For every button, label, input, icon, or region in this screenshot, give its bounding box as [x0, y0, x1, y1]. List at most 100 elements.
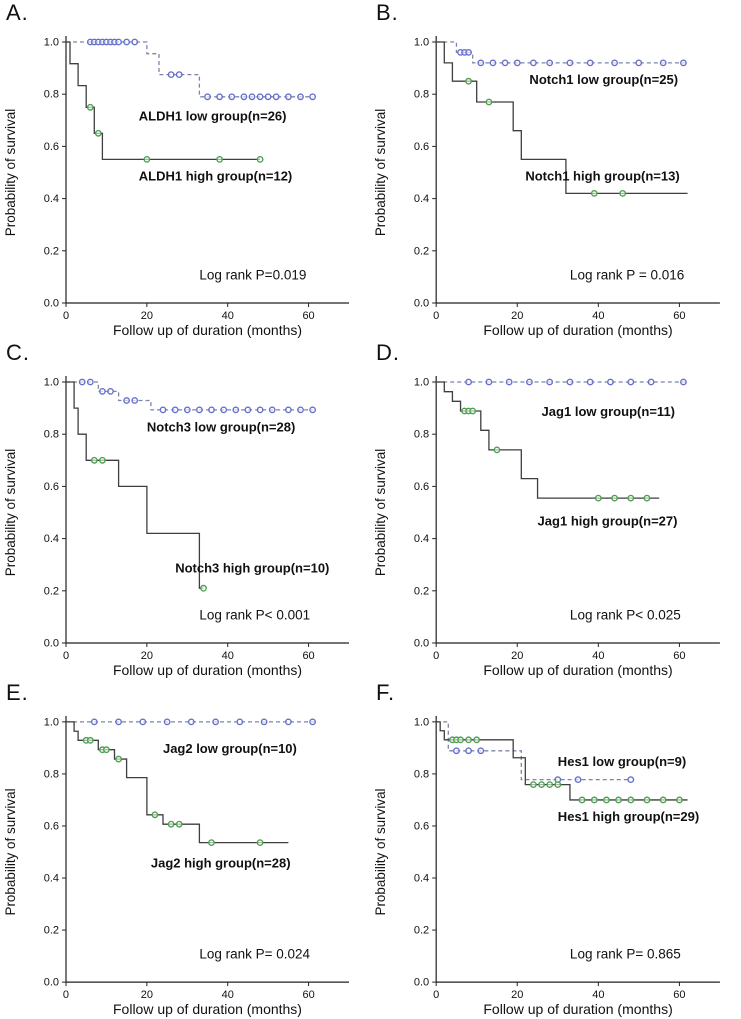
- censor-mark: [139, 718, 147, 726]
- survival-curve: [66, 41, 313, 98]
- x-tick-label: 60: [302, 989, 314, 1001]
- y-tick-label: 0.8: [44, 89, 59, 101]
- km-plot-jag1: 0.0 0.2 0.4 0.6 0.8 1.0 0 20 40 60 Probability of …: [373, 376, 720, 678]
- censor-mark: [232, 406, 240, 414]
- censor-mark: [208, 406, 215, 414]
- censor-mark: [566, 59, 574, 67]
- panel-f: F. 0.0 0.2 0.4 0.6 0.8 1.0 0 20 40 60 Probability …: [370, 680, 741, 1019]
- censor-mark: [244, 406, 252, 414]
- censor-mark: [216, 93, 224, 101]
- x-tick-label: 40: [222, 310, 234, 322]
- x-tick-label: 40: [222, 650, 234, 662]
- y-axis-title: Probability of survival: [3, 788, 18, 915]
- censor-mark: [578, 796, 586, 804]
- y-tick-label: 0.2: [414, 925, 429, 937]
- censor-mark: [607, 378, 614, 386]
- censor-mark: [530, 781, 537, 788]
- series-label: Hes1 low group(n=9): [558, 754, 686, 769]
- censor-mark: [493, 446, 501, 454]
- censor-mark: [297, 93, 304, 101]
- x-axis-title: Follow up of duration (months): [483, 322, 672, 338]
- series-label: Notch3 high group(n=10): [175, 561, 329, 576]
- y-tick-label: 0.6: [44, 141, 59, 153]
- censor-mark: [457, 736, 464, 744]
- x-tick-label: 0: [433, 650, 439, 662]
- y-axis-title: Probability of survival: [3, 449, 18, 577]
- log-rank-annotation: Log rank P=0.019: [199, 268, 306, 283]
- censor-mark: [195, 406, 203, 414]
- y-tick-label: 1.0: [414, 377, 429, 389]
- censor-mark: [603, 796, 610, 804]
- survival-curve: [436, 41, 688, 195]
- censor-mark: [611, 59, 618, 67]
- censor-mark: [615, 796, 622, 804]
- censor-mark: [167, 820, 175, 828]
- censor-mark: [485, 378, 493, 386]
- panel-e: E. 0.0 0.2 0.4 0.6 0.8 1.0 0 20 40 60 Probability …: [0, 680, 370, 1019]
- y-tick-label: 1.0: [44, 37, 59, 49]
- censor-mark: [485, 98, 493, 106]
- censor-mark: [143, 155, 151, 163]
- panel-d: D. 0.0 0.2 0.4 0.6 0.8 1.0 0 20 40 60 Probability …: [370, 340, 741, 680]
- y-tick-label: 0.2: [44, 245, 59, 257]
- y-tick-label: 0.2: [414, 585, 429, 597]
- y-tick-label: 0.8: [44, 429, 59, 441]
- y-tick-label: 0.4: [44, 193, 59, 205]
- censor-mark: [115, 38, 123, 46]
- y-tick-label: 0.2: [414, 245, 429, 257]
- censor-mark: [131, 38, 139, 46]
- censor-mark: [260, 718, 268, 726]
- censor-mark: [611, 494, 618, 502]
- censor-mark: [505, 378, 513, 386]
- censor-mark: [465, 49, 472, 56]
- censor-mark: [627, 776, 635, 783]
- censor-mark: [635, 59, 643, 67]
- censor-mark: [86, 736, 94, 744]
- censor-mark: [107, 388, 114, 395]
- censor-mark: [240, 93, 248, 101]
- x-tick-label: 40: [592, 650, 604, 662]
- x-axis-title: Follow up of duration (months): [483, 662, 672, 678]
- series-label: Jag2 low group(n=10): [163, 741, 297, 756]
- log-rank-annotation: Log rank P= 0.865: [570, 947, 681, 962]
- km-plot-notch1: 0.0 0.2 0.4 0.6 0.8 1.0 0 20 40 60 Probability of …: [373, 36, 720, 338]
- censor-mark: [167, 71, 175, 79]
- x-axis-title: Follow up of duration (months): [113, 1001, 302, 1017]
- log-rank-annotation: Log rank P< 0.025: [570, 608, 681, 623]
- series-label: ALDH1 high group(n=12): [139, 168, 292, 183]
- censor-mark: [256, 406, 264, 414]
- survival-curve: [66, 381, 313, 411]
- censor-mark: [163, 718, 171, 726]
- censor-mark: [256, 93, 264, 101]
- censor-mark: [566, 378, 574, 386]
- panel-a: A. 0.0 0.2 0.4 0.6 0.8 1.0 0 20 40 60 Probability …: [0, 0, 370, 340]
- censor-mark: [680, 378, 687, 386]
- censor-mark: [643, 796, 651, 804]
- censor-mark: [309, 406, 316, 414]
- panel-d-letter: D.: [376, 340, 400, 365]
- censor-mark: [465, 378, 472, 386]
- censor-mark: [115, 718, 123, 726]
- y-tick-label: 0.6: [414, 141, 429, 153]
- censor-mark: [586, 378, 594, 386]
- y-tick-label: 0.6: [414, 820, 429, 832]
- series-label: Notch1 high group(n=13): [525, 168, 679, 183]
- x-tick-label: 20: [141, 310, 153, 322]
- censor-mark: [647, 378, 655, 386]
- y-axis-title: Probability of survival: [373, 788, 388, 915]
- censor-mark: [86, 378, 94, 386]
- x-tick-label: 20: [141, 989, 153, 1001]
- censor-mark: [659, 796, 667, 804]
- censor-mark: [268, 406, 276, 414]
- censor-mark: [208, 839, 215, 847]
- censor-mark: [546, 781, 554, 788]
- panel-f-letter: F.: [376, 680, 396, 705]
- censor-mark: [513, 59, 521, 67]
- km-plot-jag2: 0.0 0.2 0.4 0.6 0.8 1.0 0 20 40 60 Probability of …: [3, 715, 349, 1017]
- y-tick-label: 0.4: [44, 873, 59, 885]
- y-tick-label: 1.0: [414, 716, 429, 728]
- x-tick-label: 0: [63, 310, 69, 322]
- panel-b: B. 0.0 0.2 0.4 0.6 0.8 1.0 0 20 40 60 Probability …: [370, 0, 741, 340]
- censor-mark: [256, 155, 264, 163]
- censor-mark: [187, 718, 195, 726]
